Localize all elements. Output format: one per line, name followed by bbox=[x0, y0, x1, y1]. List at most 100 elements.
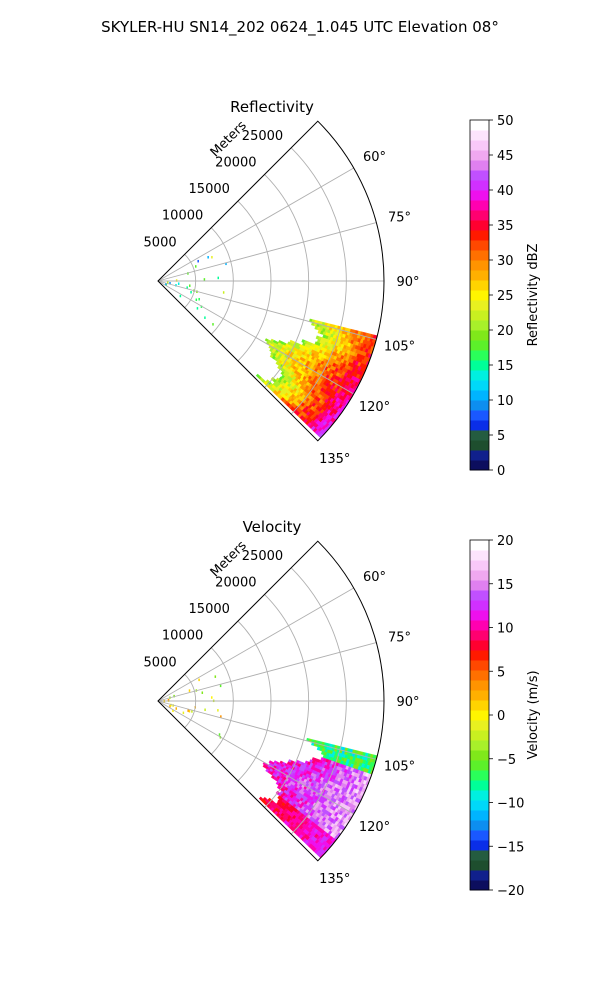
range-tick-label: 20000 bbox=[215, 575, 256, 590]
clutter-speck bbox=[169, 282, 171, 285]
figure-title: SKYLER-HU SN14_202 0624_1.045 UTC Elevat… bbox=[101, 18, 499, 37]
colorbar-segment bbox=[470, 270, 489, 281]
clutter-speck bbox=[175, 707, 178, 710]
colorbar: 0 5 10 15 20 25 30 35 40 45 50 Reflectivity dBZ bbox=[469, 114, 541, 479]
colorbar-segment bbox=[470, 620, 489, 631]
colorbar-tick-label: 15 bbox=[497, 578, 514, 593]
colorbar-tick-label: 5 bbox=[497, 429, 505, 444]
clutter-speck bbox=[219, 684, 222, 688]
colorbar-segment bbox=[470, 560, 489, 571]
clutter-speck bbox=[204, 708, 206, 712]
colorbar-segment bbox=[470, 660, 489, 671]
colorbar-tick-label: −5 bbox=[497, 753, 516, 768]
colorbar-tick-label: 20 bbox=[497, 324, 514, 339]
azimuth-tick-label: 75° bbox=[388, 210, 411, 225]
colorbar-segment bbox=[470, 690, 489, 701]
colorbar-segment bbox=[470, 570, 489, 581]
clutter-speck bbox=[187, 709, 189, 712]
colorbar-tick-label: 30 bbox=[497, 254, 514, 269]
azimuth-tick-label: 60° bbox=[363, 570, 386, 585]
colorbar-segment bbox=[470, 200, 489, 211]
clutter-speck bbox=[222, 291, 225, 294]
azimuth-tick-label: 135° bbox=[319, 872, 350, 887]
clutter-speck bbox=[220, 715, 222, 718]
clutter-speck bbox=[190, 290, 192, 294]
azimuth-spoke bbox=[157, 280, 354, 395]
colorbar-segment bbox=[470, 780, 489, 791]
colorbar-tick-label: 5 bbox=[497, 665, 505, 680]
colorbar-segment bbox=[470, 790, 489, 801]
colorbar-segment bbox=[470, 850, 489, 861]
colorbar-segment bbox=[470, 310, 489, 321]
range-tick-label: 10000 bbox=[162, 209, 203, 224]
colorbar-segment bbox=[470, 260, 489, 271]
clutter-speck bbox=[188, 709, 191, 713]
range-tick-label: 5000 bbox=[144, 655, 177, 670]
colorbar-segment bbox=[470, 630, 489, 641]
clutter-speck bbox=[198, 678, 200, 682]
clutter-speck bbox=[201, 691, 204, 694]
colorbar-segment bbox=[470, 710, 489, 721]
colorbar-tick-label: 35 bbox=[497, 219, 514, 234]
colorbar-segment bbox=[470, 130, 489, 141]
colorbar-segment bbox=[470, 180, 489, 191]
azimuth-spoke bbox=[157, 700, 377, 760]
clutter-speck bbox=[170, 703, 172, 707]
colorbar-tick-label: 20 bbox=[497, 534, 514, 549]
clutter-speck bbox=[204, 316, 206, 319]
colorbar-segment bbox=[470, 760, 489, 771]
clutter-speck bbox=[172, 709, 174, 713]
colorbar-segment bbox=[470, 830, 489, 841]
colorbar-tick-label: 10 bbox=[497, 622, 514, 637]
colorbar-segment bbox=[470, 860, 489, 871]
range-tick-label: 15000 bbox=[189, 182, 230, 197]
clutter-speck bbox=[165, 283, 167, 286]
colorbar-segment bbox=[470, 230, 489, 241]
colorbar-label: Reflectivity dBZ bbox=[526, 244, 541, 347]
azimuth-spoke bbox=[157, 280, 377, 340]
clutter-speck bbox=[188, 689, 191, 692]
colorbar-segment bbox=[470, 120, 489, 131]
clutter-speck bbox=[191, 710, 193, 713]
azimuth-tick-label: 105° bbox=[384, 340, 415, 355]
colorbar-segment bbox=[470, 730, 489, 741]
colorbar-segment bbox=[470, 370, 489, 381]
azimuth-tick-label: 60° bbox=[363, 150, 386, 165]
colorbar-segment bbox=[470, 340, 489, 351]
colorbar-segment bbox=[470, 680, 489, 691]
colorbar-segment bbox=[470, 150, 489, 161]
colorbar-segment bbox=[470, 240, 489, 251]
azimuth-tick-label: 75° bbox=[388, 630, 411, 645]
clutter-speck bbox=[166, 281, 169, 284]
colorbar-segment bbox=[470, 220, 489, 231]
clutter-speck bbox=[197, 259, 199, 263]
colorbar-segment bbox=[470, 440, 489, 451]
colorbar-segment bbox=[470, 140, 489, 151]
colorbar-tick-label: −10 bbox=[497, 797, 524, 812]
range-tick-label: 25000 bbox=[242, 549, 283, 564]
colorbar-segment bbox=[470, 720, 489, 731]
colorbar-segment bbox=[470, 390, 489, 401]
colorbar-tick-label: −15 bbox=[497, 840, 524, 855]
colorbar-segment bbox=[470, 870, 489, 881]
colorbar-segment bbox=[470, 400, 489, 411]
clutter-speck bbox=[212, 323, 214, 326]
colorbar-segment bbox=[470, 460, 489, 471]
colorbar-segment bbox=[470, 170, 489, 181]
panel-title: Velocity bbox=[243, 518, 302, 536]
echo-field bbox=[165, 255, 380, 441]
colorbar-segment bbox=[470, 300, 489, 311]
colorbar-tick-label: −20 bbox=[497, 884, 524, 899]
colorbar-segment bbox=[470, 320, 489, 331]
colorbar-segment bbox=[470, 610, 489, 621]
colorbar-segment bbox=[470, 880, 489, 891]
azimuth-spoke bbox=[157, 642, 377, 702]
clutter-speck bbox=[198, 297, 200, 301]
colorbar: −20 −15 −10 −5 0 5 10 15 20 Velocity (m/s) bbox=[469, 534, 541, 899]
clutter-speck bbox=[195, 298, 198, 302]
azimuth-tick-label: 135° bbox=[319, 452, 350, 467]
clutter-speck bbox=[207, 256, 209, 259]
colorbar-segment bbox=[470, 700, 489, 711]
colorbar-segment bbox=[470, 190, 489, 201]
azimuth-tick-label: 90° bbox=[396, 695, 419, 710]
